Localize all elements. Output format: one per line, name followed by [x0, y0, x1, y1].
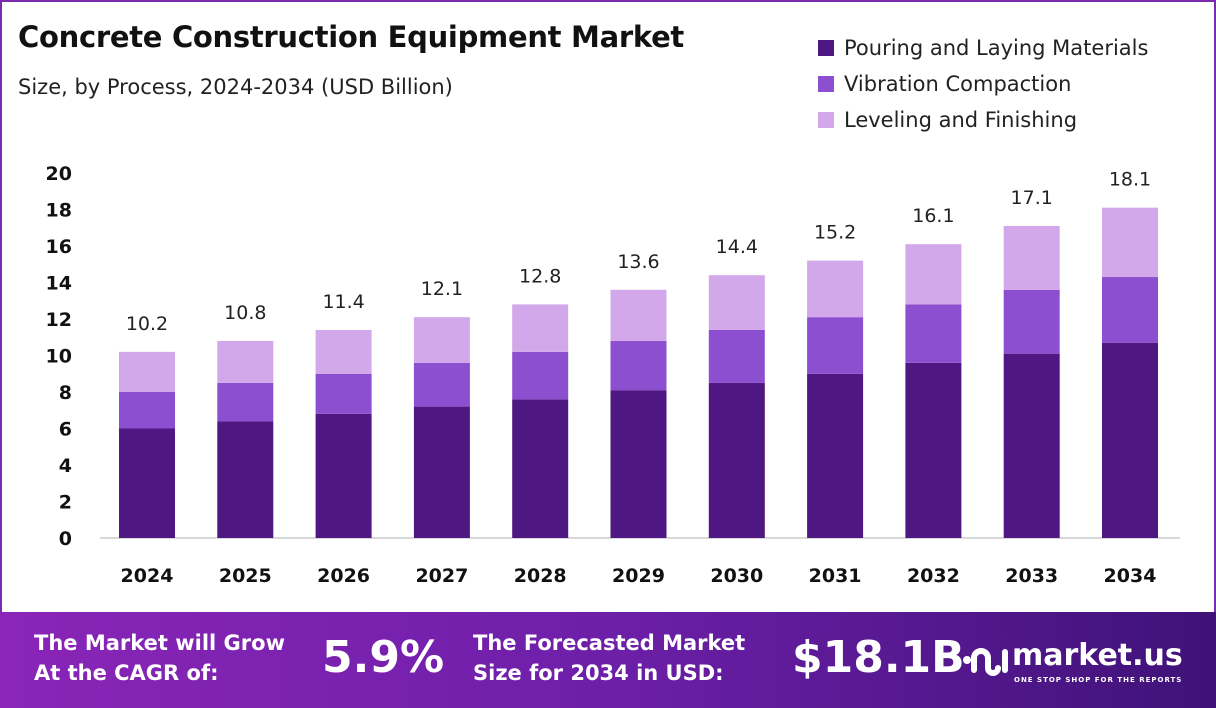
cagr-label: The Market will Grow At the CAGR of: [34, 631, 285, 685]
bar-segment [413, 362, 470, 407]
bar-segment [217, 382, 274, 422]
bar-segment [1003, 353, 1060, 538]
y-tick-label: 4 [59, 455, 72, 477]
y-tick-label: 12 [46, 309, 72, 331]
y-tick-label: 14 [46, 273, 72, 295]
bar-segment [119, 392, 175, 429]
legend-item-vibration: Vibration Compaction [818, 66, 1148, 102]
legend-label: Vibration Compaction [844, 72, 1072, 96]
total-label: 14.4 [716, 236, 758, 258]
x-tick-label: 2029 [612, 565, 665, 587]
legend-swatch [818, 76, 834, 92]
x-tick-label: 2034 [1104, 565, 1157, 587]
y-tick-label: 18 [46, 200, 72, 222]
chart-plot: 0 2 4 6 8 10 12 14 16 18 20 10.2 2024 10.8 2025 11.4 202… [46, 163, 1180, 587]
forecast-value: $18.1B [792, 632, 965, 683]
y-tick-label: 0 [59, 528, 72, 550]
x-tick-label: 2030 [710, 565, 763, 587]
total-label: 11.4 [322, 291, 364, 313]
y-tick-label: 10 [46, 346, 72, 368]
bar-segment [315, 373, 372, 414]
bar-segment [610, 340, 667, 391]
y-tick-label: 8 [59, 382, 72, 404]
total-label: 10.2 [126, 313, 168, 335]
total-label: 13.6 [617, 251, 659, 273]
bar-segment [1102, 277, 1158, 343]
logo-icon [963, 648, 1008, 676]
bar-segment [905, 304, 962, 363]
x-tick-label: 2025 [219, 565, 272, 587]
bar-segment [708, 329, 765, 383]
bar-segment [217, 421, 274, 538]
cagr-value: 5.9% [322, 632, 445, 683]
total-label: 18.1 [1109, 169, 1151, 191]
bar-segment [807, 317, 864, 374]
legend: Pouring and Laying Materials Vibration C… [818, 30, 1148, 138]
total-label: 15.2 [814, 222, 856, 244]
x-tick-label: 2031 [809, 565, 862, 587]
total-label: 12.1 [421, 278, 463, 300]
x-tick-label: 2033 [1005, 565, 1058, 587]
bar-segment [512, 351, 569, 400]
bar-segment [512, 399, 569, 538]
x-tick-label: 2027 [415, 565, 468, 587]
chart-frame [0, 0, 1216, 612]
y-tick-label: 6 [59, 419, 72, 441]
bar-segment [708, 382, 765, 538]
bar-segment [905, 362, 962, 538]
forecast-label: The Forecasted Market Size for 2034 in US… [473, 631, 746, 685]
legend-swatch [818, 40, 834, 56]
chart-title: Concrete Construction Equipment Market [18, 20, 684, 54]
total-label: 12.8 [519, 265, 561, 287]
legend-item-pouring: Pouring and Laying Materials [818, 30, 1148, 66]
bar-segment [315, 413, 372, 538]
bar-segment [217, 340, 274, 383]
bar-segment [119, 428, 175, 538]
bar-segment [807, 260, 864, 318]
bar-segment [708, 275, 765, 330]
x-tick-label: 2028 [514, 565, 567, 587]
legend-label: Pouring and Laying Materials [844, 36, 1149, 60]
total-label: 10.8 [224, 302, 266, 324]
bar-segment [119, 351, 175, 392]
legend-item-leveling: Leveling and Finishing [818, 102, 1148, 138]
bar-segment [512, 304, 569, 352]
bar-segment [1003, 225, 1060, 290]
bar-segment [1003, 289, 1060, 354]
x-tick-label: 2032 [907, 565, 960, 587]
bar-segment [905, 244, 962, 305]
bar-segment [610, 390, 667, 538]
legend-label: Leveling and Finishing [844, 108, 1078, 132]
bar-segment [413, 317, 470, 363]
chart-subtitle: Size, by Process, 2024-2034 (USD Billion… [18, 75, 453, 99]
bar-segment [807, 373, 864, 538]
bar-segment [413, 406, 470, 538]
total-label: 17.1 [1011, 187, 1053, 209]
footer-banner: The Market will Grow At the CAGR of: 5.9%… [0, 612, 1216, 708]
bar-segment [610, 289, 667, 341]
bar-segment [315, 329, 372, 374]
y-tick-label: 20 [46, 163, 72, 185]
x-tick-label: 2024 [121, 565, 174, 587]
y-tick-label: 16 [46, 236, 72, 258]
x-tick-label: 2026 [317, 565, 370, 587]
bar-segment [1102, 342, 1158, 538]
legend-swatch [818, 112, 834, 128]
y-tick-label: 2 [59, 492, 72, 514]
total-label: 16.1 [912, 205, 954, 227]
bar-segment [1102, 207, 1158, 278]
